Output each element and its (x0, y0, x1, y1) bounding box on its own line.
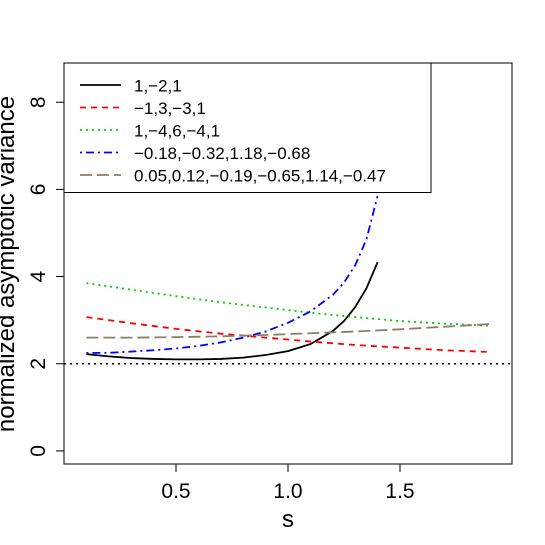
y-tick-label: 0 (27, 445, 50, 457)
series-line-1 (86, 261, 379, 361)
legend-label-1: 1,−2,1 (134, 77, 182, 96)
x-tick-label: 0.5 (161, 480, 190, 503)
y-tick-label: 6 (27, 184, 50, 196)
x-axis-label: s (282, 506, 294, 533)
legend: 1,−2,1 −1,3,−3,1 1,−4,6,−4,1 −0.18,−0.32,1.… (63, 62, 432, 193)
y-axis-label: normalized asymptotic variance (0, 96, 20, 432)
y-tick-label: 2 (27, 358, 50, 370)
legend-label-3: 1,−4,6,−4,1 (134, 122, 220, 141)
series-line-2 (86, 316, 490, 353)
x-tick-label: 1.0 (273, 480, 302, 503)
axes-layer: 0.5 1.0 1.5 0 2 4 6 8 (27, 96, 415, 503)
y-tick-label: 4 (27, 270, 50, 282)
series-line-3 (86, 282, 490, 327)
legend-label-4: −0.18,−0.32,1.18,−0.68 (134, 144, 310, 163)
series-line-5 (86, 323, 490, 339)
legend-box (63, 62, 432, 193)
y-tick-label: 8 (27, 96, 50, 108)
x-tick-label: 1.5 (385, 480, 414, 503)
legend-label-2: −1,3,−3,1 (134, 99, 206, 118)
legend-label-5: 0.05,0.12,−0.19,−0.65,1.14,−0.47 (134, 167, 386, 186)
series-line-4 (86, 195, 379, 354)
series-layer (86, 195, 490, 361)
